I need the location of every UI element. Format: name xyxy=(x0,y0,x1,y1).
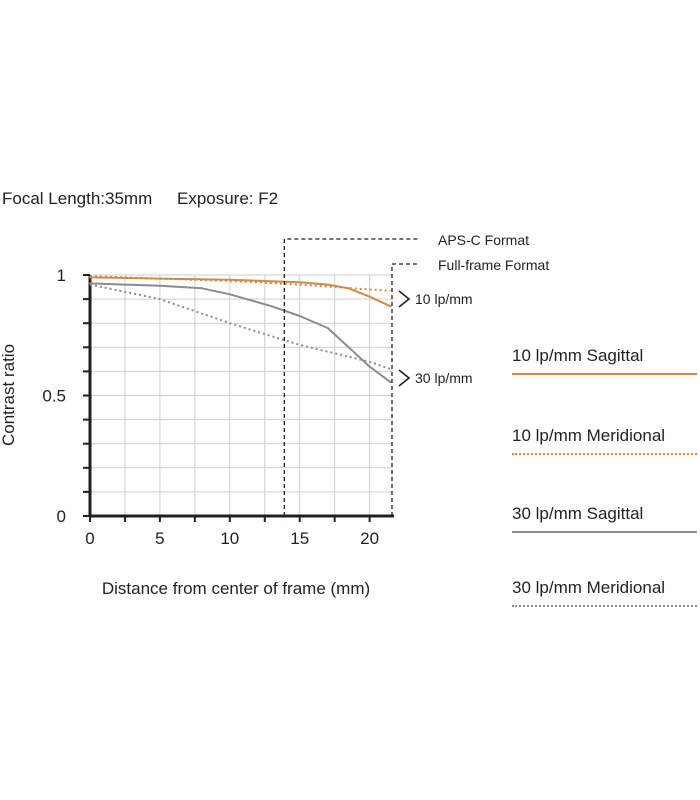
y-tick-label: 1 xyxy=(57,266,66,285)
y-tick-label: 0.5 xyxy=(42,387,66,406)
full-frame-marker-line xyxy=(391,263,420,516)
chart-header: Focal Length:35mm Exposure: F2 xyxy=(2,189,278,209)
legend-label: 10 lp/mm Sagittal xyxy=(512,346,644,365)
x-axis-title: Distance from center of frame (mm) xyxy=(102,579,370,598)
legend-label: 10 lp/mm Meridional xyxy=(512,426,666,445)
legend-swatch xyxy=(512,453,697,455)
x-tick-label: 10 xyxy=(220,529,239,548)
series-line xyxy=(89,275,391,292)
group-chevron xyxy=(398,369,411,387)
group-label: 30 lp/mm xyxy=(415,370,473,386)
aps-c-marker-line xyxy=(283,238,420,516)
focal-length-label: Focal Length:35mm xyxy=(2,189,153,208)
full-frame-marker-label: Full-frame Format xyxy=(438,257,549,273)
legend-item-30-sagittal: 30 lp/mm Sagittal xyxy=(512,504,700,533)
aps-c-marker-label: APS-C Format xyxy=(438,232,529,248)
legend-item-10-sagittal: 10 lp/mm Sagittal xyxy=(512,346,700,375)
y-tick-label: 0 xyxy=(57,507,66,526)
legend-swatch xyxy=(512,373,697,375)
series-line xyxy=(89,282,392,384)
legend-swatch xyxy=(512,605,697,607)
x-tick-label: 20 xyxy=(360,529,379,548)
x-tick-label: 15 xyxy=(290,529,309,548)
x-tick-label: 5 xyxy=(155,529,164,548)
legend-label: 30 lp/mm Sagittal xyxy=(512,504,644,523)
group-chevron xyxy=(398,290,411,308)
y-axis-title: Contrast ratio xyxy=(0,344,18,446)
exposure-label: Exposure: F2 xyxy=(176,189,279,208)
group-label: 10 lp/mm xyxy=(415,291,473,307)
legend-item-10-meridional: 10 lp/mm Meridional xyxy=(512,426,700,455)
series-line xyxy=(89,283,391,370)
legend-label: 30 lp/mm Meridional xyxy=(512,578,666,597)
legend-swatch xyxy=(512,531,697,533)
legend-item-30-meridional: 30 lp/mm Meridional xyxy=(512,578,700,607)
x-tick-label: 0 xyxy=(85,529,94,548)
